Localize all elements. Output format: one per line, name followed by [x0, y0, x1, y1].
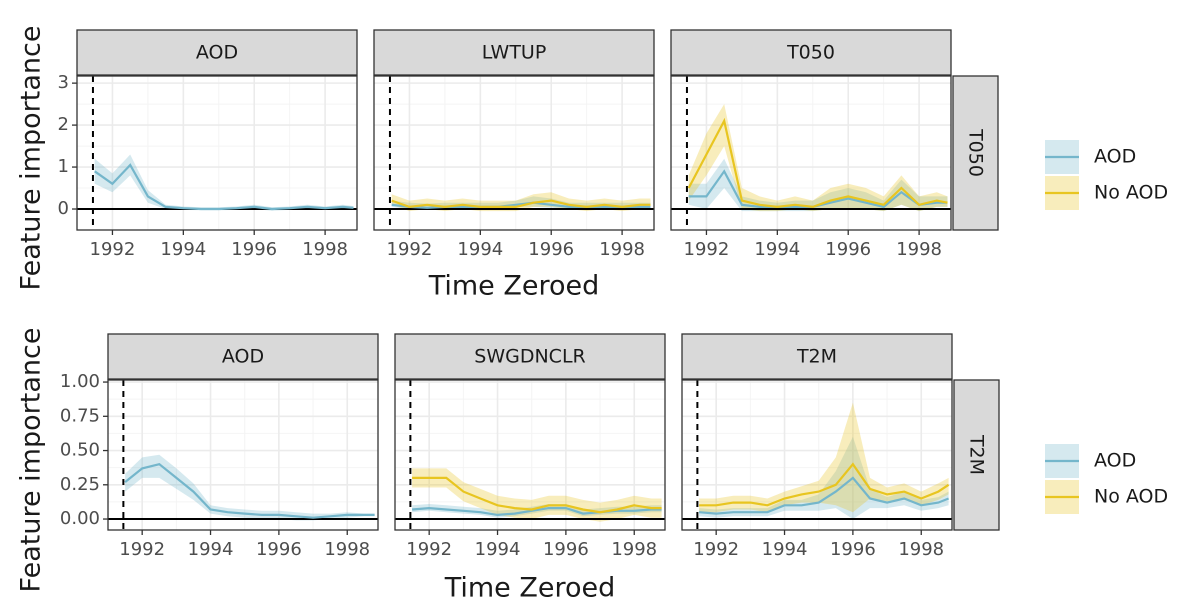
x-tick-label: 1992 [387, 239, 433, 260]
row-strip-label: T2M [966, 434, 988, 475]
x-tick-label: 1998 [302, 239, 348, 260]
confidence-band [688, 158, 948, 212]
x-tick-label: 1996 [825, 239, 871, 260]
x-tick-label: 1998 [896, 239, 942, 260]
y-tick-label: 0.25 [60, 474, 100, 495]
strip [107, 333, 379, 380]
row-strip [952, 75, 999, 231]
panel-background [395, 380, 665, 530]
y-tick-label: 3 [58, 72, 69, 93]
row-strip-label: T050 [965, 128, 987, 177]
x-tick-label: 1998 [898, 539, 944, 560]
legend-label: No AOD [1094, 182, 1168, 204]
y-tick-label: 2 [58, 114, 69, 135]
strip-label: SWGDNCLR [474, 346, 585, 368]
y-tick-label: 0 [58, 198, 69, 219]
panel-border [76, 75, 358, 231]
confidence-band [412, 468, 662, 522]
x-tick-label: 1994 [188, 539, 234, 560]
y-tick-label: 1 [58, 156, 69, 177]
panel-background [77, 76, 357, 230]
x-tick-label: 1996 [543, 539, 589, 560]
strip-label: T050 [786, 42, 835, 64]
panel-background [671, 76, 951, 230]
x-tick-label: 1994 [475, 539, 521, 560]
x-tick-label: 1996 [231, 239, 277, 260]
panel-border [394, 379, 666, 531]
x-tick-label: 1996 [830, 539, 876, 560]
series-line [699, 476, 950, 515]
panel-border [107, 379, 379, 531]
y-axis-title: Feature importance [16, 26, 47, 291]
panel-border [670, 75, 952, 231]
strip [670, 29, 952, 76]
panel-background [682, 380, 952, 530]
x-tick-label: 1992 [693, 539, 739, 560]
x-tick-label: 1996 [256, 539, 302, 560]
series-line [412, 476, 662, 514]
strip [681, 333, 953, 380]
panel-background [108, 380, 378, 530]
x-tick-label: 1996 [528, 239, 574, 260]
strip-label: AOD [196, 42, 238, 64]
y-tick-label: 0.75 [60, 405, 100, 426]
y-tick-label: 0.00 [60, 508, 100, 529]
series-line [699, 462, 950, 507]
x-tick-label: 1994 [160, 239, 206, 260]
panel-border [373, 75, 655, 231]
x-axis-title: Time Zeroed [428, 271, 600, 302]
strip-label: AOD [222, 346, 264, 368]
confidence-band [688, 104, 948, 212]
series-line [124, 463, 375, 519]
strip [373, 29, 655, 76]
y-tick-label: 0.50 [60, 440, 100, 461]
legend-label: AOD [1094, 450, 1136, 472]
series-line [94, 163, 354, 211]
x-tick-label: 1992 [406, 539, 452, 560]
legend-label: No AOD [1094, 486, 1168, 508]
x-tick-label: 1992 [90, 239, 136, 260]
x-tick-label: 1998 [599, 239, 645, 260]
series-line [391, 199, 651, 209]
strip-label: T2M [796, 346, 837, 368]
legend-label: AOD [1094, 146, 1136, 168]
strip-label: LWTUP [482, 42, 547, 64]
panel-border [681, 379, 953, 531]
x-tick-label: 1994 [457, 239, 503, 260]
x-tick-label: 1992 [684, 239, 730, 260]
row-strip [953, 379, 1000, 531]
x-tick-label: 1994 [762, 539, 808, 560]
x-tick-label: 1998 [611, 539, 657, 560]
y-tick-label: 1.00 [60, 371, 100, 392]
strip [394, 333, 666, 380]
y-axis-title: Feature importance [16, 328, 47, 593]
x-tick-label: 1994 [754, 239, 800, 260]
strip [76, 29, 358, 76]
x-tick-label: 1998 [324, 539, 370, 560]
x-tick-label: 1992 [119, 539, 165, 560]
series-line [412, 506, 662, 517]
confidence-band [699, 436, 949, 519]
x-axis-title: Time Zeroed [444, 573, 616, 602]
series-line [687, 117, 948, 209]
